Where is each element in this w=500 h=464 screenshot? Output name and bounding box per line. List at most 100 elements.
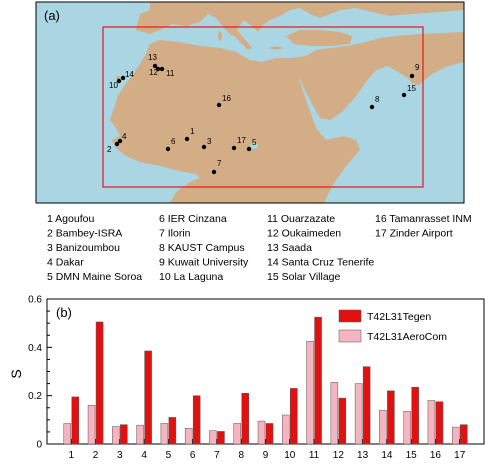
station-legend-item-15: 15 Solar Village — [267, 271, 341, 283]
station-marker-14 — [120, 75, 126, 81]
station-legend-item-3: 3 Banizoumbou — [47, 242, 120, 254]
x-tick-label: 9 — [263, 450, 269, 459]
europe-landmass — [136, 2, 464, 36]
persian-gulf — [408, 82, 426, 100]
anatolia-landmass — [286, 30, 352, 46]
map-panel-label: (a) — [44, 8, 60, 23]
station-marker-12 — [155, 66, 161, 72]
x-tick-label: 6 — [190, 450, 196, 459]
bar-aerocom-17 — [451, 426, 460, 445]
x-tick-label: 14 — [381, 450, 393, 459]
x-axis: 1 2 3 4 5 6 7 8 9 10 11 12 13 14 15 16 17 — [68, 439, 466, 461]
bar-aerocom-16 — [427, 400, 436, 445]
bar-aerocom-3 — [112, 426, 120, 445]
station-marker-2 — [114, 141, 120, 147]
station-legend-item-10: 10 La Laguna — [159, 271, 223, 283]
station-number-3: 3 — [207, 137, 212, 146]
x-tick-label: 16 — [430, 450, 442, 459]
sardinia — [218, 31, 222, 41]
station-marker-11 — [159, 66, 165, 72]
station-number-13: 13 — [148, 53, 157, 62]
x-tick-label: 12 — [333, 450, 345, 459]
bar-tegen-2 — [95, 321, 104, 445]
station-number-15: 15 — [407, 84, 416, 93]
station-marker-17 — [231, 145, 237, 151]
bar-aerocom-11 — [306, 341, 314, 445]
station-legend-item-7: 7 Ilorin — [159, 228, 191, 240]
y-tick-label: 0.4 — [28, 343, 42, 354]
legend-swatch-tegen — [338, 309, 362, 323]
station-number-6: 6 — [171, 137, 176, 146]
station-number-14: 14 — [125, 70, 134, 79]
station-legend-item-1: 1 Agoufou — [47, 213, 94, 225]
x-tick-label: 10 — [284, 450, 296, 459]
station-legend-item-5: 5 DMN Maine Soroa — [47, 271, 142, 283]
station-number-7: 7 — [217, 159, 222, 168]
x-tick-label: 5 — [166, 450, 172, 459]
station-number-8: 8 — [375, 95, 380, 104]
station-marker-6 — [165, 146, 171, 152]
station-legend-item-4: 4 Dakar — [47, 257, 84, 269]
station-marker-9 — [409, 73, 415, 79]
station-marker-5 — [246, 146, 252, 152]
legend-label-tegen: T42L31Tegen — [367, 311, 431, 323]
chart-panel-label: (b) — [56, 305, 72, 320]
station-number-5: 5 — [252, 138, 257, 147]
station-legend-item-16: 16 Tamanrasset INM — [375, 213, 472, 225]
y-tick-label: 0.6 — [28, 295, 42, 306]
map-land — [110, 2, 464, 203]
station-number-9: 9 — [415, 63, 420, 72]
station-number-1: 1 — [190, 127, 195, 136]
station-marker-4 — [117, 138, 123, 144]
bar-aerocom-6 — [184, 428, 193, 445]
x-tick-label: 11 — [309, 450, 320, 459]
bar-tegen-4 — [144, 350, 152, 445]
station-marker-13 — [152, 63, 158, 69]
y-axis-label: S — [8, 369, 24, 378]
station-marker-16 — [216, 102, 222, 108]
station-marker-8 — [369, 104, 375, 110]
bar-tegen-5 — [168, 417, 177, 445]
x-tick-label: 13 — [357, 450, 369, 459]
station-number-16: 16 — [222, 94, 231, 103]
x-tick-label: 8 — [238, 450, 244, 459]
bar-chart-panel: (b) S 00.20.40.6 1 2 3 4 5 6 7 8 9 10 11 12 13 14 15 16… — [8, 295, 485, 461]
x-tick-label: 1 — [68, 450, 74, 459]
bar-aerocom-14 — [379, 409, 387, 445]
bar-aerocom-13 — [354, 383, 363, 445]
region-box — [102, 26, 424, 188]
bar-tegen-8 — [241, 393, 249, 445]
bar-aerocom-10 — [282, 414, 290, 445]
chart-legend: T42L31Tegen T42L31AeroCom — [338, 309, 447, 343]
africa-asia-landmass — [110, 32, 464, 203]
station-marker-7 — [211, 169, 217, 175]
bar-aerocom-15 — [403, 411, 411, 445]
station-marker-3 — [201, 144, 207, 150]
station-legend-item-13: 13 Saada — [267, 242, 312, 254]
y-tick-label: 0.2 — [28, 391, 42, 402]
bar-tegen-13 — [362, 366, 371, 445]
x-tick-label: 15 — [406, 450, 418, 459]
station-number-4: 4 — [122, 132, 127, 141]
bar-aerocom-1 — [63, 423, 72, 445]
bar-aerocom-4 — [136, 424, 144, 445]
station-legend-item-11: 11 Ouarzazate — [267, 213, 335, 225]
bar-tegen-14 — [387, 390, 395, 445]
station-legend-item-2: 2 Bambey-ISRA — [47, 228, 122, 240]
y-axis: 0 0.2 0.4 0.6 — [28, 295, 52, 451]
station-legend-item-8: 8 KAUST Campus — [159, 242, 245, 254]
bar-tegen-11 — [314, 316, 322, 445]
station-marker-10 — [116, 78, 122, 84]
station-legend-item-12: 12 Oukaimeden — [267, 228, 341, 240]
bar-tegen-17 — [459, 424, 468, 445]
bar-tegen-12 — [338, 397, 347, 445]
station-number-2: 2 — [107, 145, 112, 154]
map-border — [35, 1, 465, 204]
station-legend-item-6: 6 IER Cinzana — [159, 213, 227, 225]
bar-tegen-10 — [290, 388, 298, 445]
x-tick-label: 2 — [93, 450, 99, 459]
station-number-10: 10 — [109, 81, 118, 90]
